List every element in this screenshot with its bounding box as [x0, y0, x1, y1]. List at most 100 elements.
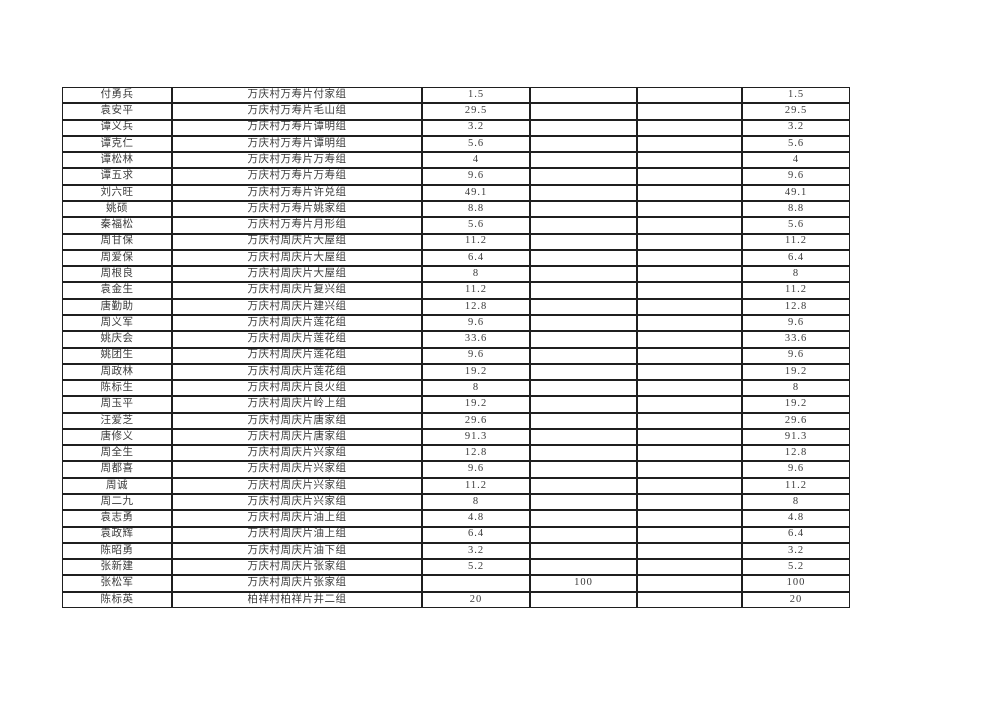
name-cell: 周都喜: [62, 461, 172, 478]
value-col3-cell: 9.6: [422, 314, 530, 332]
value-col6-cell: 9.6: [742, 461, 850, 478]
name-cell: 刘六旺: [62, 184, 172, 201]
location-cell: 万庆村周庆片大屋组: [172, 249, 422, 267]
name-cell: 袁金生: [62, 282, 172, 299]
name-cell: 秦福松: [62, 217, 172, 234]
location-cell: 万庆村周庆片油上组: [172, 526, 422, 543]
table-row: 谭义兵 万庆村万寿片谭明组 3.2 3.2: [62, 119, 850, 136]
value-col5-cell: [637, 184, 742, 201]
value-col6-cell: 9.6: [742, 168, 850, 185]
name-cell: 汪爱芝: [62, 412, 172, 429]
value-col5-cell: [637, 591, 742, 608]
value-col5-cell: [637, 347, 742, 364]
value-col5-cell: [637, 477, 742, 495]
table-row: 袁政辉 万庆村周庆片油上组 6.4 6.4: [62, 526, 850, 543]
value-col4-cell: [530, 494, 637, 511]
name-cell: 袁志勇: [62, 510, 172, 527]
name-cell: 张新建: [62, 559, 172, 576]
value-col5-cell: [637, 445, 742, 462]
value-col5-cell: [637, 363, 742, 381]
value-col5-cell: [637, 233, 742, 250]
table-row: 陈标生 万庆村周庆片良火组 8 8: [62, 380, 850, 397]
value-col3-cell: 33.6: [422, 331, 530, 348]
table-row: 张松军 万庆村周庆片张家组 100 100: [62, 575, 850, 592]
table-row: 姚庆会 万庆村周庆片莲花组 33.6 33.6: [62, 331, 850, 348]
value-col3-cell: 11.2: [422, 477, 530, 495]
table-row: 周义军 万庆村周庆片莲花组 9.6 9.6: [62, 314, 850, 332]
value-col6-cell: 8: [742, 380, 850, 397]
value-col4-cell: [530, 152, 637, 169]
location-cell: 万庆村周庆片油下组: [172, 542, 422, 560]
table-row: 姚团生 万庆村周庆片莲花组 9.6 9.6: [62, 347, 850, 364]
location-cell: 万庆村周庆片兴家组: [172, 445, 422, 462]
location-cell: 万庆村周庆片兴家组: [172, 477, 422, 495]
value-col6-cell: 100: [742, 575, 850, 592]
name-cell: 张松军: [62, 575, 172, 592]
table-row: 陈昭勇 万庆村周庆片油下组 3.2 3.2: [62, 542, 850, 560]
value-col6-cell: 29.6: [742, 412, 850, 429]
value-col3-cell: 8.8: [422, 200, 530, 218]
name-cell: 姚团生: [62, 347, 172, 364]
name-cell: 周二九: [62, 494, 172, 511]
name-cell: 袁政辉: [62, 526, 172, 543]
value-col6-cell: 5.6: [742, 217, 850, 234]
location-cell: 万庆村万寿片万寿组: [172, 152, 422, 169]
value-col5-cell: [637, 135, 742, 153]
value-col6-cell: 4.8: [742, 510, 850, 527]
value-col6-cell: 29.5: [742, 103, 850, 120]
value-col5-cell: [637, 331, 742, 348]
value-col4-cell: [530, 445, 637, 462]
location-cell: 万庆村万寿片谭明组: [172, 119, 422, 136]
name-cell: 唐勤助: [62, 298, 172, 315]
table-row: 周根良 万庆村周庆片大屋组 8 8: [62, 266, 850, 283]
name-cell: 谭五求: [62, 168, 172, 185]
value-col6-cell: 12.8: [742, 298, 850, 315]
location-cell: 万庆村周庆片唐家组: [172, 428, 422, 446]
value-col5-cell: [637, 494, 742, 511]
value-col3-cell: 19.2: [422, 363, 530, 381]
value-col4-cell: [530, 249, 637, 267]
location-cell: 万庆村周庆片油上组: [172, 510, 422, 527]
value-col6-cell: 8.8: [742, 200, 850, 218]
location-cell: 万庆村周庆片兴家组: [172, 494, 422, 511]
value-col6-cell: 8: [742, 494, 850, 511]
value-col6-cell: 6.4: [742, 526, 850, 543]
value-col5-cell: [637, 168, 742, 185]
name-cell: 陈标生: [62, 380, 172, 397]
value-col3-cell: 12.8: [422, 445, 530, 462]
location-cell: 万庆村周庆片复兴组: [172, 282, 422, 299]
value-col5-cell: [637, 282, 742, 299]
value-col5-cell: [637, 526, 742, 543]
value-col3-cell: 5.6: [422, 217, 530, 234]
report-table: 付勇兵 万庆村万寿片付家组 1.5 1.5 袁安平 万庆村万寿片毛山组 29.5 29.5 谭义…: [62, 87, 850, 608]
name-cell: 姚硕: [62, 200, 172, 218]
value-col4-cell: [530, 103, 637, 120]
value-col6-cell: 20: [742, 591, 850, 608]
table-row: 谭克仁 万庆村万寿片谭明组 5.6 5.6: [62, 135, 850, 153]
location-cell: 万庆村周庆片张家组: [172, 575, 422, 592]
value-col6-cell: 33.6: [742, 331, 850, 348]
value-col3-cell: 3.2: [422, 119, 530, 136]
table-row: 周甘保 万庆村周庆片大屋组 11.2 11.2: [62, 233, 850, 250]
value-col4-cell: [530, 266, 637, 283]
value-col4-cell: [530, 510, 637, 527]
value-col4-cell: [530, 396, 637, 413]
name-cell: 付勇兵: [62, 87, 172, 104]
value-col6-cell: 3.2: [742, 542, 850, 560]
value-col5-cell: [637, 200, 742, 218]
value-col4-cell: [530, 461, 637, 478]
value-col4-cell: 100: [530, 575, 637, 592]
table-row: 汪爱芝 万庆村周庆片唐家组 29.6 29.6: [62, 412, 850, 429]
location-cell: 万庆村万寿片月形组: [172, 217, 422, 234]
value-col4-cell: [530, 233, 637, 250]
value-col3-cell: 11.2: [422, 282, 530, 299]
table-row: 陈标英 柏祥村柏祥片井二组 20 20: [62, 591, 850, 608]
name-cell: 周诚: [62, 477, 172, 495]
location-cell: 万庆村周庆片莲花组: [172, 363, 422, 381]
value-col4-cell: [530, 168, 637, 185]
table-row: 周政林 万庆村周庆片莲花组 19.2 19.2: [62, 363, 850, 381]
value-col5-cell: [637, 87, 742, 104]
value-col6-cell: 19.2: [742, 363, 850, 381]
value-col3-cell: 20: [422, 591, 530, 608]
